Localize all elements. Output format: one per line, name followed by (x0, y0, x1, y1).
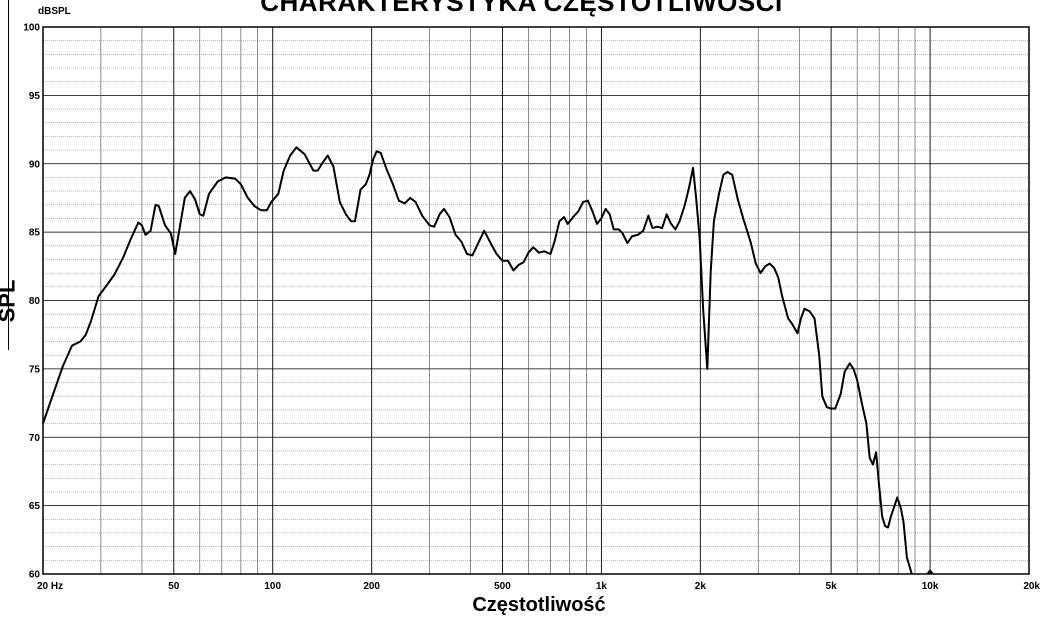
x-tick-label: 2k (695, 581, 707, 592)
x-tick-labels: 20 Hz 50 100 200 500 1k 2k 5k 10k 20k (37, 581, 1040, 592)
x-tick-label: 20k (1023, 581, 1040, 592)
curve-layer (42, 146, 935, 575)
x-tick-label: 20 Hz (37, 581, 63, 592)
y-tick-label: 90 (29, 159, 41, 170)
left-edge-bar (0, 0, 9, 350)
plot-frame (42, 26, 1030, 575)
x-axis-label: Częstotliwość (472, 594, 606, 616)
y-tick-labels: 100 95 90 85 80 75 70 65 60 (23, 23, 40, 581)
y-tick-label: 70 (29, 433, 41, 444)
x-tick-label: 500 (494, 581, 511, 592)
y-tick-label: 85 (29, 228, 41, 239)
y-tick-label: 75 (29, 364, 41, 375)
y-unit-label: dBSPL (38, 6, 71, 17)
x-tick-label: 10k (922, 581, 939, 592)
baseline-marker (926, 569, 935, 574)
x-tick-label: 50 (168, 581, 180, 592)
y-tick-label: 100 (23, 23, 40, 34)
x-tick-label: 5k (826, 581, 838, 592)
response-curve (42, 146, 913, 575)
chart-title: CHARAKTERYSTYKA CZĘSTOTLIWOŚCI (260, 0, 783, 17)
x-tick-label: 1k (596, 581, 608, 592)
y-tick-label: 60 (29, 570, 41, 581)
y-tick-label: 95 (29, 91, 41, 102)
y-tick-label: 80 (29, 296, 41, 307)
y-tick-label: 65 (29, 501, 41, 512)
minor-grid (43, 40, 1029, 561)
x-tick-label: 100 (264, 581, 281, 592)
x-tick-label: 200 (363, 581, 380, 592)
